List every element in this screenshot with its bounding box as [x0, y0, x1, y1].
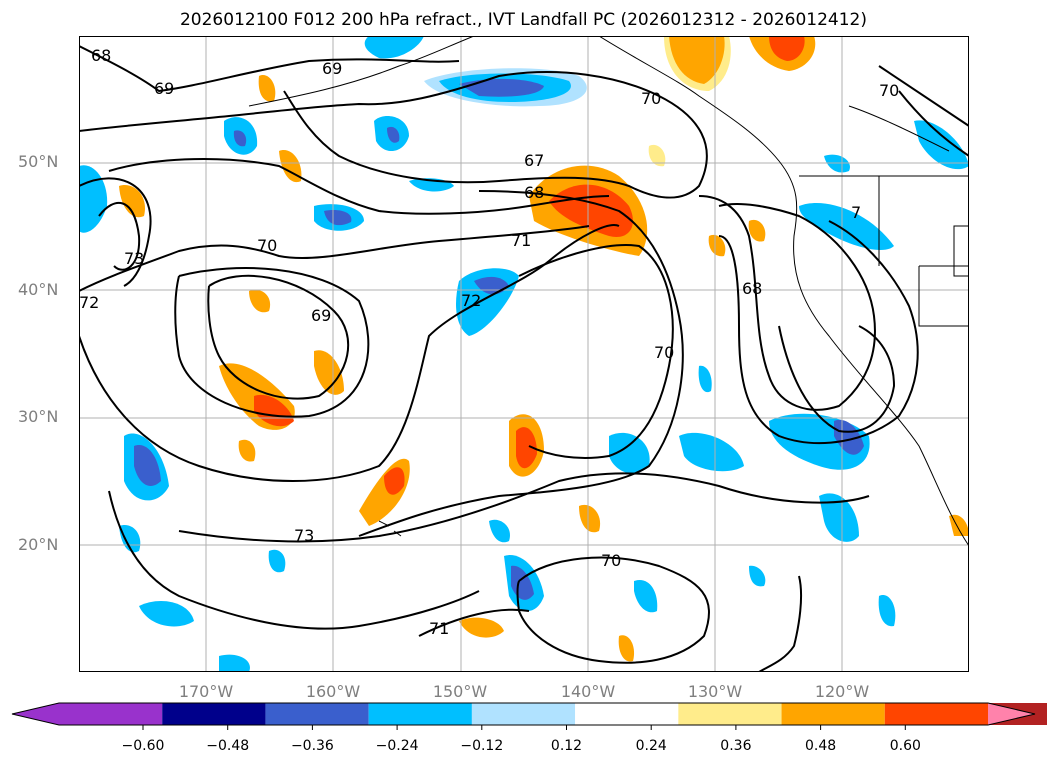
colorbar-tick-label: 0.24	[635, 738, 667, 754]
contour-label: 7	[851, 203, 861, 222]
lat-label-50n: 50°N	[18, 152, 59, 171]
contour-label: 70	[879, 81, 899, 100]
map-panel[interactable]: 68 69 69 70 67 68 71 73 72 70 72 69 68 7…	[79, 36, 969, 672]
lat-label-20n: 20°N	[18, 535, 59, 554]
ivt-shading	[79, 36, 969, 672]
contour-label: 68	[91, 46, 111, 65]
colorbar-extend-high	[988, 703, 1035, 725]
map-frame	[79, 36, 969, 672]
colorbar-tick-label: 0.60	[889, 738, 921, 754]
colorbar-cell	[471, 703, 576, 725]
lon-label-160w: 160°W	[305, 682, 361, 701]
contour-label: 71	[511, 231, 531, 250]
lon-label-140w: 140°W	[560, 682, 616, 701]
colorbar-tickmarks	[142, 725, 906, 730]
colorbar-outline	[11, 702, 1036, 726]
contour-label-group: 68 69 69 70 67 68 71 73 72 70 72 69 68 7…	[79, 46, 899, 638]
contour-label: 70	[601, 551, 621, 570]
lat-label-40n: 40°N	[18, 280, 59, 299]
contour-label: 72	[461, 291, 481, 310]
contour-label: 68	[742, 279, 762, 298]
lat-label-30n: 30°N	[18, 407, 59, 426]
colorbar-tick-label: −0.24	[375, 738, 419, 754]
contour-label: 69	[322, 59, 342, 78]
map-canvas: 68 69 69 70 67 68 71 73 72 70 72 69 68 7…	[79, 36, 969, 672]
colorbar-tick-label: −0.60	[121, 738, 165, 754]
colorbar-cells	[12, 703, 1047, 725]
colorbar-tick-label: −0.36	[290, 738, 334, 754]
colorbar-tick-label: −0.12	[460, 738, 504, 754]
colorbar-cell	[265, 703, 369, 725]
colorbar-cell	[988, 703, 1047, 725]
colorbar-cell	[162, 703, 266, 725]
contour-label: 73	[294, 526, 314, 545]
contour-label: 73	[124, 249, 144, 268]
contour-label: 71	[429, 619, 449, 638]
contour-label: 72	[79, 293, 99, 312]
colorbar-cell	[884, 703, 988, 725]
colorbar-cell	[368, 703, 472, 725]
contour-label: 69	[154, 79, 174, 98]
colorbar-tick-label: 0.48	[805, 738, 837, 754]
colorbar-extend-low	[12, 703, 163, 725]
colorbar-tick-label: −0.48	[206, 738, 250, 754]
contour-label: 67	[524, 151, 544, 170]
contour-label: 70	[257, 236, 277, 255]
graticule	[79, 36, 969, 672]
colorbar-cell	[678, 703, 782, 725]
refractivity-contours	[79, 45, 969, 672]
colorbar-cell	[575, 703, 679, 725]
lon-label-170w: 170°W	[178, 682, 234, 701]
contour-label: 68	[524, 183, 544, 202]
contour-label: 70	[641, 89, 661, 108]
colorbar-tick-label: 0.12	[550, 738, 583, 754]
colorbar-cell	[781, 703, 885, 725]
contour-label: 70	[654, 343, 674, 362]
coastlines	[248, 36, 969, 547]
plot-title: 2026012100 F012 200 hPa refract., IVT La…	[179, 10, 867, 30]
lon-label-120w: 120°W	[814, 682, 870, 701]
contour-label: 69	[311, 306, 331, 325]
lon-label-130w: 130°W	[687, 682, 743, 701]
colorbar-tick-label: 0.36	[720, 738, 752, 754]
lon-label-150w: 150°W	[432, 682, 488, 701]
